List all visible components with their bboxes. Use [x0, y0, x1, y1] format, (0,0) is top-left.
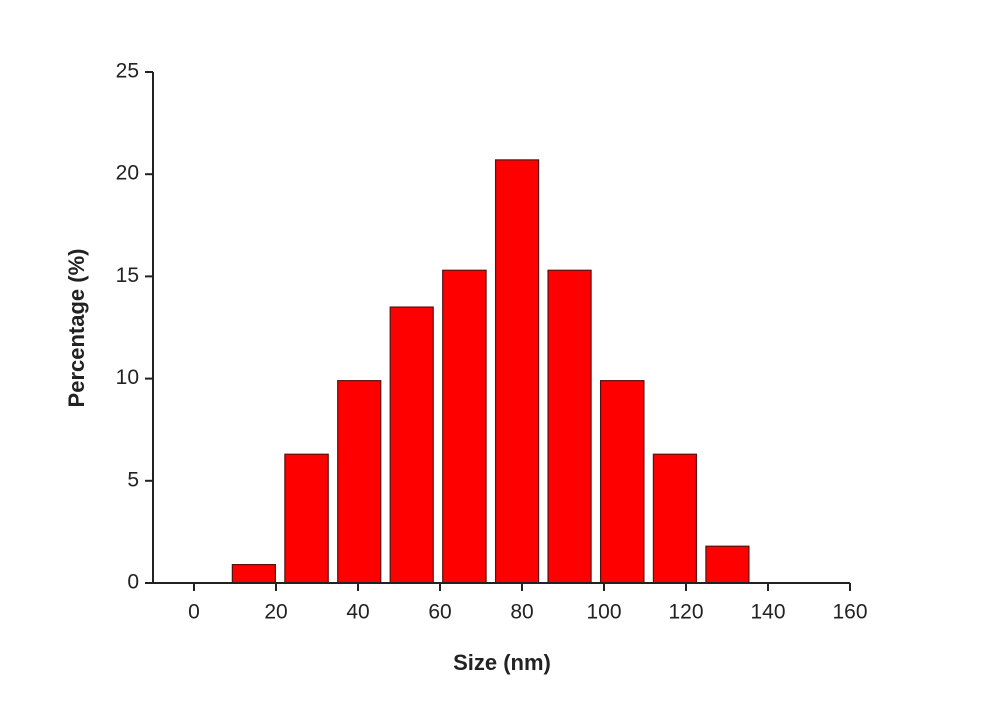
x-tick-label: 60 [428, 601, 451, 624]
y-axis-label: Percentage (%) [64, 249, 89, 408]
bar [442, 269, 487, 584]
y-tick-label: 25 [116, 60, 139, 83]
x-tick-label: 0 [188, 601, 200, 624]
y-tick-label: 5 [127, 468, 139, 491]
x-axis-label: Size (nm) [453, 650, 551, 675]
bar [389, 306, 434, 584]
x-tick-label: 120 [668, 601, 703, 624]
bar [599, 380, 645, 584]
x-tick-label: 40 [346, 601, 369, 624]
bar [284, 453, 329, 584]
y-tick-label: 0 [127, 571, 139, 594]
bar [547, 269, 592, 584]
bar [652, 453, 698, 584]
bar [705, 545, 750, 584]
x-tick-label: 140 [750, 601, 785, 624]
y-tick-label: 15 [116, 264, 139, 287]
x-tick-label: 160 [832, 601, 867, 624]
x-tick-label: 20 [264, 601, 287, 624]
y-tick-label: 20 [116, 162, 139, 185]
bar [337, 380, 382, 584]
bar [494, 159, 540, 584]
y-tick-label: 10 [116, 366, 139, 389]
x-tick-label: 100 [586, 601, 621, 624]
bar [231, 564, 276, 584]
x-tick-label: 80 [510, 601, 533, 624]
